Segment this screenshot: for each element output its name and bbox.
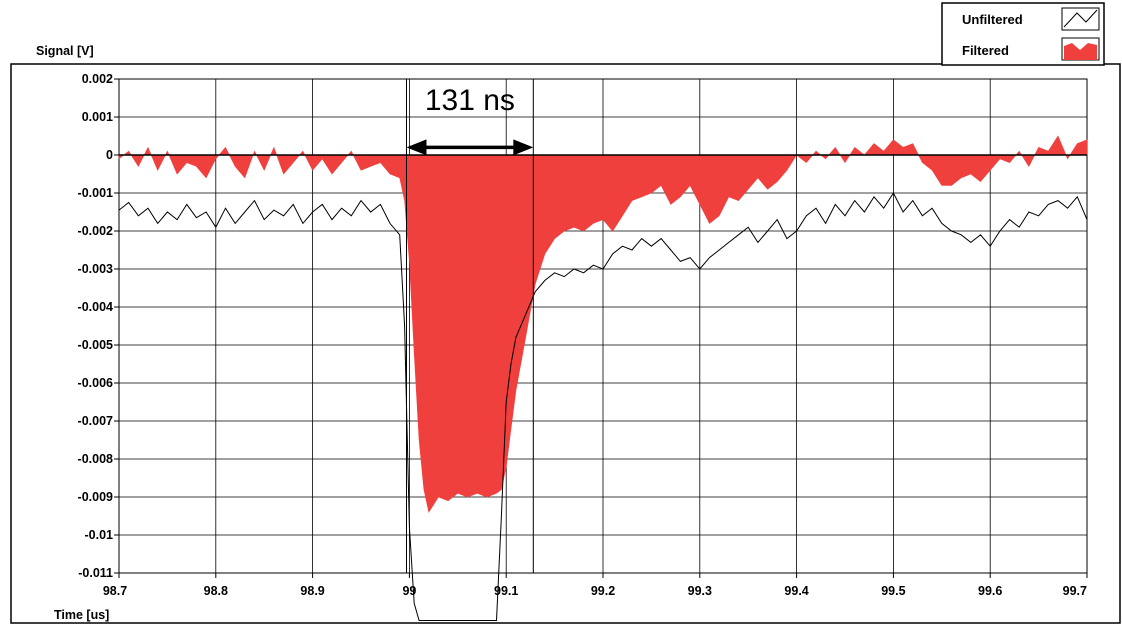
y-tick-label: -0.006: [78, 376, 113, 390]
legend-area-filtered-icon: [1064, 43, 1097, 60]
x-tick-label: 99.6: [978, 584, 1002, 598]
legend-label-filtered: Filtered: [962, 43, 1009, 58]
x-tick-label: 99.2: [591, 584, 615, 598]
outer-frame: [10, 63, 1121, 624]
y-tick-label: -0.007: [78, 414, 113, 428]
annotation-arrow-left-head: [406, 139, 427, 156]
x-tick-label: 99.5: [881, 584, 905, 598]
legend-swatch-unfiltered: [1061, 7, 1100, 31]
annotation-label: 131 ns: [425, 84, 515, 117]
filtered-series: [118, 135, 1088, 513]
filtered-area: [118, 135, 1088, 513]
x-axis-ticks: 98.7 98.8 98.9 99 99.1 99.2 99.3 99.4 99.5 99.6 99…: [103, 573, 1088, 598]
duration-annotation: 131 ns: [405, 79, 534, 573]
x-tick-label: 98.7: [103, 584, 127, 598]
y-axis-title: Signal [V]: [36, 44, 94, 58]
unfiltered-series: [118, 191, 1088, 621]
x-tick-label: 98.8: [204, 584, 228, 598]
y-tick-label: -0.005: [78, 338, 113, 352]
y-tick-label: -0.001: [78, 186, 113, 200]
y-tick-label: -0.01: [85, 528, 114, 542]
annotation-arrow-right-head: [513, 139, 534, 156]
unfiltered-line: [118, 191, 1088, 621]
y-tick-label: 0: [106, 148, 113, 162]
y-tick-label: -0.003: [78, 262, 113, 276]
x-tick-label: 99.1: [494, 584, 518, 598]
y-tick-label: 0.001: [82, 110, 113, 124]
legend-line-unfiltered-icon: [1063, 9, 1098, 28]
y-axis-ticks: 0.002 0.001 0 -0.001 -0.002 -0.003 -0.004 -0.00…: [78, 72, 119, 580]
y-tick-label: -0.002: [78, 224, 113, 238]
x-tick-label: 99.7: [1063, 584, 1087, 598]
x-tick-label: 99.4: [784, 584, 808, 598]
y-tick-label: -0.009: [78, 490, 113, 504]
x-tick-label: 99.3: [688, 584, 712, 598]
y-tick-label: -0.011: [78, 566, 113, 580]
y-tick-label: -0.008: [78, 452, 113, 466]
x-tick-label: 98.9: [300, 584, 324, 598]
legend-label-unfiltered: Unfiltered: [962, 12, 1023, 27]
x-tick-label: 99: [402, 584, 416, 598]
x-axis-title: Time [us]: [54, 608, 109, 622]
y-tick-label: -0.004: [78, 300, 113, 314]
legend: Unfiltered Filtered: [941, 2, 1105, 66]
y-tick-label: 0.002: [82, 72, 113, 86]
